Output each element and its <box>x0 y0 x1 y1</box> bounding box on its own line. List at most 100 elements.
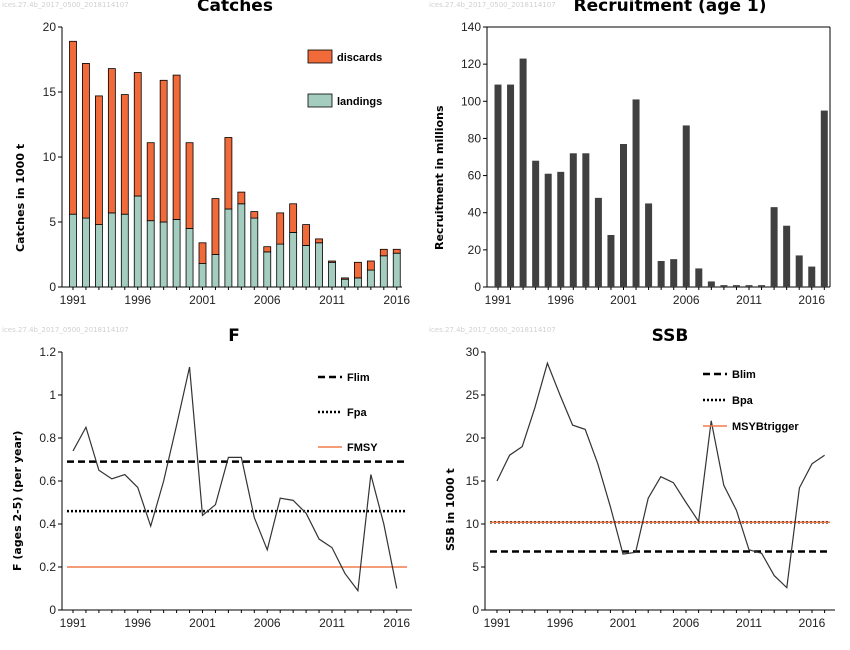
bar-landings <box>185 228 194 288</box>
bar-discards <box>211 198 220 255</box>
y-tick-label: 25 <box>466 388 480 402</box>
ssb-chart: 0 5 10 15 20 25 30 1991 1996 2001 2006 2011 2016 Blim… <box>466 345 835 630</box>
x-tick-label: 2001 <box>610 616 637 630</box>
bar-discards <box>172 74 181 220</box>
bar-landings <box>276 243 285 288</box>
bar-discards <box>224 137 233 210</box>
x-tick-label: 2001 <box>610 293 637 307</box>
x-tick-label: 2011 <box>319 293 345 307</box>
bar-recruitment <box>745 285 753 287</box>
legend-label-Flim: Flim <box>347 372 370 384</box>
series-line <box>72 366 398 593</box>
bar-landings <box>120 213 129 288</box>
bar-discards <box>69 40 77 215</box>
bar-landings <box>237 203 246 288</box>
bar-landings <box>198 263 207 288</box>
x-tick-label: 2006 <box>673 293 700 307</box>
bar-discards <box>198 242 207 265</box>
bar-recruitment <box>682 125 690 287</box>
bar-discards <box>120 94 129 215</box>
x-tick-label: 2011 <box>736 616 762 630</box>
bar-landings <box>379 255 388 288</box>
bar-landings <box>263 251 272 288</box>
legend-label-Fpa: Fpa <box>347 407 367 419</box>
x-tick-label: 2016 <box>798 293 825 307</box>
bar-recruitment <box>494 84 502 287</box>
bar-recruitment <box>632 99 640 287</box>
bar-discards <box>315 238 323 244</box>
series-line <box>496 361 825 589</box>
y-tick-label: 100 <box>461 94 481 108</box>
legend-label-Blim: Blim <box>732 369 756 381</box>
y-tick-label: 10 <box>43 150 57 164</box>
bar-recruitment <box>507 84 515 287</box>
f-chart: 0 0.2 0.4 0.6 0.8 1 1.2 1991 1996 2001 2006 2011 201… <box>39 345 412 630</box>
bar-discards <box>379 248 388 257</box>
x-tick-label: 1991 <box>60 616 87 630</box>
bar-recruitment <box>732 285 740 287</box>
chart-title: SSB <box>651 326 689 346</box>
x-tick-label: 2016 <box>383 616 410 630</box>
x-tick-label: 2011 <box>319 616 345 630</box>
y-tick-label: 140 <box>461 20 481 34</box>
bar-recruitment <box>557 171 565 287</box>
bar-discards <box>185 142 194 229</box>
x-tick-label: 1991 <box>60 293 87 307</box>
legend-label-discards: discards <box>337 52 382 64</box>
y-tick-label: 10 <box>466 517 480 531</box>
legend-swatch-landings <box>307 93 333 108</box>
bar-recruitment <box>657 261 665 287</box>
bar-landings <box>392 252 401 288</box>
bar-landings <box>69 213 77 288</box>
y-tick-label: 0 <box>472 603 479 617</box>
ssb-panel: ices.27.4b_2017_0500_2018114107 SSB SSB … <box>425 325 850 650</box>
y-tick-label: 0.4 <box>39 517 56 531</box>
bar-landings <box>315 242 323 288</box>
x-tick-label: 1991 <box>484 616 511 630</box>
bar-recruitment <box>594 197 602 287</box>
x-tick-label: 2006 <box>254 293 281 307</box>
y-tick-label: 0 <box>49 603 56 617</box>
bar-landings <box>133 195 142 288</box>
y-tick-label: 0.8 <box>39 431 56 445</box>
bar-landings <box>341 278 349 288</box>
bar-recruitment <box>532 160 540 287</box>
bar-recruitment <box>795 255 803 287</box>
legend-swatch-discards <box>307 49 333 64</box>
bar-recruitment <box>808 266 816 287</box>
bar-recruitment <box>670 259 678 287</box>
bar-discards <box>107 68 116 214</box>
bar-recruitment <box>758 285 766 287</box>
y-tick-label: 20 <box>43 20 57 34</box>
bar-recruitment <box>645 203 653 287</box>
y-tick-label: 15 <box>43 85 57 99</box>
y-tick-label: 5 <box>472 560 479 574</box>
watermark: ices.27.4b_2017_0500_2018114107 <box>429 1 556 9</box>
bar-landings <box>82 217 90 288</box>
y-tick-label: 5 <box>49 215 56 229</box>
chart-title: Catches <box>197 0 273 16</box>
bar-recruitment <box>607 235 615 287</box>
bar-recruitment <box>695 268 703 287</box>
bar-landings <box>353 277 362 288</box>
bar-landings <box>159 221 168 288</box>
y-tick-label: 0.6 <box>39 474 56 488</box>
bar-recruitment <box>707 281 715 287</box>
bar-landings <box>224 208 233 288</box>
x-tick-label: 2006 <box>673 616 700 630</box>
recruitment-panel: ices.27.4b_2017_0500_2018114107 Recruitm… <box>425 0 850 325</box>
watermark: ices.27.4b_2017_0500_2018114107 <box>2 1 129 9</box>
chart-title: F <box>228 326 240 346</box>
bar-landings <box>302 244 311 288</box>
x-tick-label: 1991 <box>485 293 512 307</box>
legend-label-MSYBtrigger: MSYBtrigger <box>732 421 799 433</box>
legend-label-Bpa: Bpa <box>732 395 754 407</box>
bar-recruitment <box>569 153 577 287</box>
bar-recruitment <box>820 110 828 287</box>
f-panel: ices.27.4b_2017_0500_2018114107 F F (age… <box>0 325 425 650</box>
bar-discards <box>95 95 103 225</box>
y-tick-label: 30 <box>466 345 480 359</box>
y-tick-label: 80 <box>468 131 482 145</box>
y-tick-label: 20 <box>466 431 480 445</box>
bar-recruitment <box>519 58 527 288</box>
